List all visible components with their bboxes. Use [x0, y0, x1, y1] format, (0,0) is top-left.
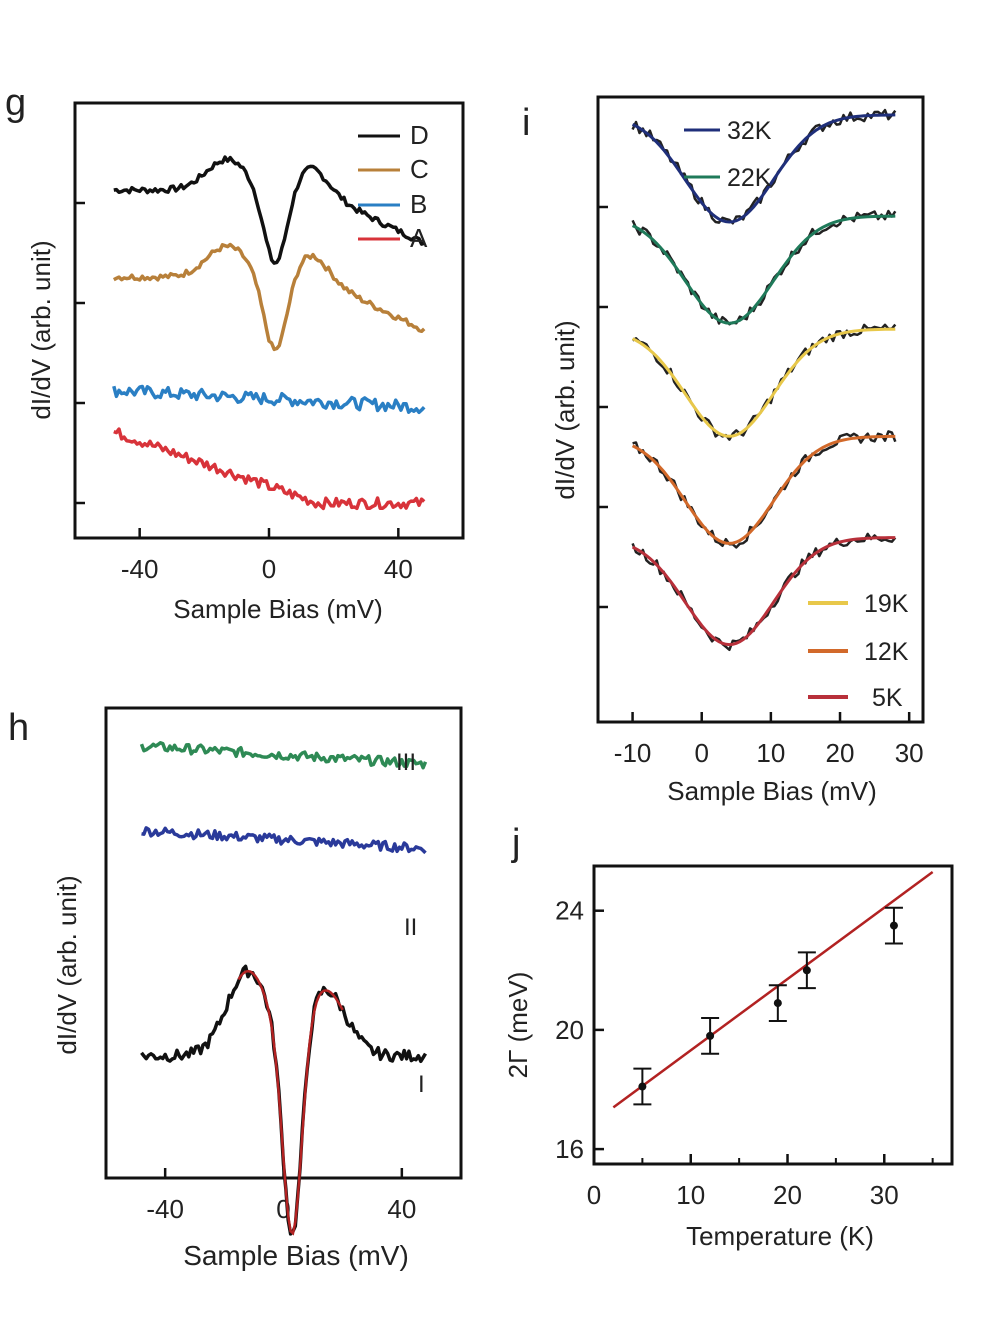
panel-label-g: g — [5, 82, 26, 124]
curve-label-i: I — [418, 1071, 425, 1098]
fit-line-j — [612, 870, 934, 1109]
curves-h — [139, 741, 428, 1236]
x-tick-label-i-xticks-4: 30 — [895, 738, 924, 768]
series-data-i-12k — [632, 430, 897, 549]
series-data-i-19k — [631, 323, 897, 441]
x-tick-label-g-xticks-0: -40 — [121, 554, 159, 584]
plot-area-j — [612, 870, 934, 1109]
y-ticks-i — [598, 205, 608, 609]
series-fit-i-12k — [631, 434, 896, 545]
series-fit-i-19k — [631, 327, 896, 438]
data-point-j-2 — [773, 999, 782, 1008]
x-tick-label-i-xticks-1: 0 — [694, 738, 708, 768]
series-fit-i-32k — [631, 113, 896, 224]
series-data-i-5k — [631, 532, 897, 652]
x-tick-label-i-xticks-3: 20 — [826, 738, 855, 768]
series-fit-i-22k — [631, 214, 896, 325]
curve-label-iii: III — [396, 749, 416, 776]
data-point-j-3 — [802, 966, 811, 975]
y-axis-label-i: dI/dV (arb. unit) — [550, 320, 580, 499]
x-tick-label-j-xticks-3: 30 — [870, 1180, 899, 1210]
data-point-j-0 — [638, 1082, 647, 1091]
data-point-j-1 — [706, 1031, 715, 1040]
y-tick-label-j-2: 24 — [555, 896, 584, 926]
panel-label-i: i — [522, 102, 530, 144]
x-tick-label-i-xticks-2: 10 — [756, 738, 785, 768]
legend-label-22k: 22K — [727, 164, 772, 192]
legend-g: D C B A — [358, 120, 429, 253]
plot-frame-i — [596, 95, 925, 724]
y-axis-label-j: 2Γ (meV) — [503, 972, 533, 1079]
legend-label-19k: 19K — [864, 590, 909, 618]
plot-frame-j — [592, 864, 954, 1166]
curves-g — [112, 155, 426, 511]
x-axis-label-h: Sample Bias (mV) — [183, 1240, 409, 1271]
series-line-g-d — [113, 155, 425, 265]
x-tick-label-j-xticks-2: 20 — [773, 1180, 802, 1210]
series-data-i-22k — [631, 209, 897, 326]
x-ticks-h: -40 0 40 — [146, 1168, 416, 1224]
y-tick-label-j-1: 20 — [555, 1015, 584, 1045]
series-line-g-c — [112, 242, 426, 352]
legend-label-c: C — [410, 154, 429, 184]
y-tick-label-j-0: 16 — [555, 1134, 584, 1164]
y-ticks-j: 16 20 24 — [555, 896, 934, 1164]
panel-g: g -40 0 40 D C B A Sample Bias (mV) dI/dV … — [5, 82, 465, 624]
x-ticks-j: 0 10 20 30 — [587, 1154, 899, 1210]
legend-label-d: D — [410, 120, 429, 150]
legend-label-5k: 5K — [872, 684, 903, 712]
series-line-g-a — [113, 427, 426, 511]
panel-label-h: h — [8, 707, 29, 749]
x-ticks-g: -40 0 40 — [121, 528, 413, 584]
x-tick-label-j-xticks-0: 0 — [587, 1180, 601, 1210]
series-line-h-ii — [141, 826, 427, 855]
series-line-h-iii — [139, 741, 428, 770]
legend-label-32k: 32K — [727, 117, 772, 145]
series-line-g-b — [112, 384, 426, 415]
legend-i: 32K 22K 19K 12K 5K — [684, 117, 909, 712]
x-axis-label-g: Sample Bias (mV) — [173, 594, 383, 624]
x-tick-label-g-xticks-1: 0 — [262, 554, 276, 584]
y-axis-label-g: dI/dV (arb. unit) — [26, 240, 56, 419]
x-axis-label-j: Temperature (K) — [686, 1221, 874, 1251]
panel-i: i -10 0 10 20 30 32K 22K 19K 12K 5K Sample B… — [522, 95, 925, 806]
curves-i — [631, 108, 897, 652]
x-tick-label-h-xticks-2: 40 — [387, 1194, 416, 1224]
series-fit-i-5k — [631, 536, 896, 647]
y-axis-label-h: dI/dV (arb. unit) — [52, 875, 82, 1054]
panel-label-j: j — [511, 822, 520, 864]
x-tick-label-j-xticks-1: 10 — [676, 1180, 705, 1210]
legend-label-b: B — [410, 189, 427, 219]
x-axis-label-i: Sample Bias (mV) — [667, 776, 877, 806]
plot-frame-h — [104, 706, 463, 1180]
fit-line-h-i — [237, 969, 344, 1236]
x-tick-label-i-xticks-0: -10 — [614, 738, 652, 768]
legend-label-12k: 12K — [864, 638, 909, 666]
x-tick-label-h-xticks-0: -40 — [146, 1194, 184, 1224]
panel-h: h -40 0 40 III II I Sample Bias (mV) dI/dV… — [8, 706, 463, 1271]
legend-label-a: A — [410, 223, 428, 253]
curve-label-ii: II — [404, 914, 417, 941]
x-tick-label-g-xticks-2: 40 — [384, 554, 413, 584]
x-ticks-i: -10 0 10 20 30 — [614, 712, 924, 768]
y-ticks-g — [75, 201, 85, 505]
panel-j: j 16 20 24 0 10 20 30 Temperature (K) 2Γ (meV… — [503, 822, 954, 1251]
data-point-j-4 — [889, 921, 898, 930]
